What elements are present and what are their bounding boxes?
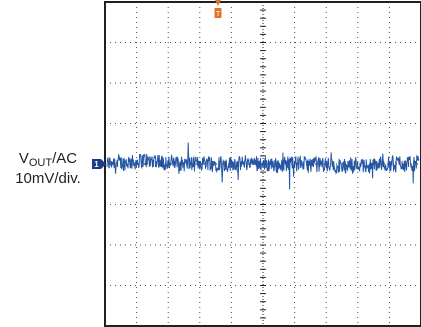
- channel-scale-label: 10mV/div.: [0, 170, 96, 188]
- channel-name-label: VOUT/AC: [0, 150, 96, 172]
- channel-1-marker: 1: [92, 159, 106, 169]
- channel-name-main: V: [18, 150, 29, 167]
- channel-marker-label: 1: [94, 160, 99, 169]
- channel-scale: 10mV/div.: [15, 170, 81, 187]
- channel-marker-box: [92, 159, 101, 169]
- trigger-arrow-icon: [215, 0, 221, 6]
- trace-layer: [106, 142, 420, 190]
- vout-trace: [106, 142, 420, 190]
- trigger-marker-label: T: [216, 11, 221, 18]
- channel-coupling: /AC: [52, 150, 78, 167]
- channel-arrow-icon: [101, 159, 106, 169]
- trigger-marker: T: [214, 0, 222, 18]
- channel-name-sub: OUT: [28, 157, 53, 169]
- trigger-marker-box: [214, 8, 222, 18]
